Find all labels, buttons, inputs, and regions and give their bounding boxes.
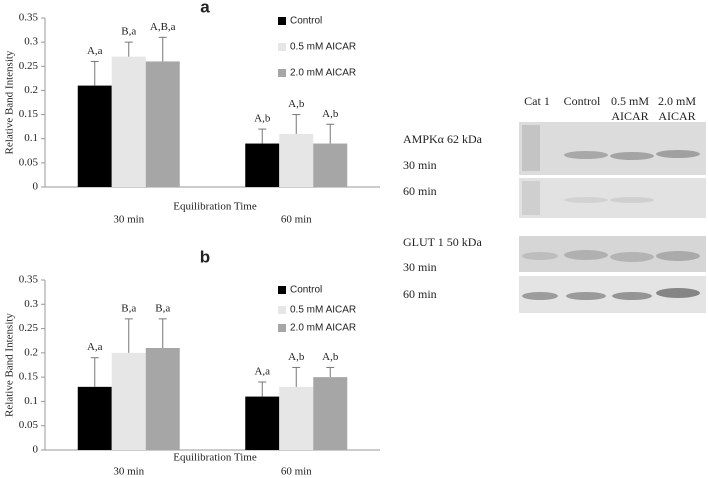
legend-swatch [278,306,286,314]
bar [313,377,348,450]
x-tick-label: 30 min [113,214,144,226]
legend-label: Control [290,16,322,27]
bar [77,386,112,450]
annotation: A,b [322,108,339,120]
lane-label: 0.5 mM [611,94,649,108]
legend-label: Control [290,285,322,296]
bar [313,143,348,187]
bar [145,348,180,450]
row-label: 30 min [403,158,437,172]
y-tick-label: 0.35 [19,12,39,24]
x-tick-label: 60 min [281,214,312,226]
band [656,251,700,261]
chart-title: a [200,0,210,16]
ladder [522,125,540,171]
bar [245,396,280,450]
y-tick-label: 0 [33,181,39,193]
bar [111,56,146,187]
row-label: AMPKα 62 kDa [403,132,483,146]
y-axis-label: Relative Band Intensity [4,313,16,417]
bar [279,133,314,187]
y-tick-label: 0.15 [19,371,39,383]
row-label: 30 min [403,260,437,274]
annotation: A,B,a [150,21,176,33]
annotation: A,a [254,366,270,378]
y-tick-label: 0.2 [24,84,38,96]
y-tick-label: 0.25 [19,60,39,72]
legend-label: 0.5 mM AICAR [290,305,356,316]
band [564,197,608,203]
y-tick-label: 0.1 [24,132,38,144]
lane-label: Cat 1 [524,94,550,108]
legend-label: 0.5 mM AICAR [290,42,356,53]
blot-panel [519,122,706,175]
bar [245,143,280,187]
bar [77,85,112,187]
x-axis-label: Equilibration Time [173,452,257,464]
band [610,252,654,262]
band [656,150,700,158]
annotation: A,b [254,113,271,125]
western-blot [519,122,706,313]
legend-swatch [278,324,286,332]
annotation: A,a [87,341,103,353]
band [612,292,652,300]
row-label: 60 min [403,287,437,301]
annotation: A,b [288,98,305,110]
blot-panel [519,178,706,218]
ladder [522,181,540,215]
band [522,292,558,300]
x-tick-label: 30 min [113,466,144,478]
legend-label: 2.0 mM AICAR [290,323,356,334]
legend-swatch [278,69,286,77]
x-axis-label: Equilibration Time [173,201,257,213]
band [522,252,558,260]
row-label: 60 min [403,184,437,198]
bar [279,386,314,450]
bar [145,61,180,188]
band [656,288,700,298]
x-tick-label: 60 min [281,466,312,478]
band [564,250,608,260]
y-tick-label: 0.1 [24,395,38,407]
y-tick-label: 0.05 [19,419,39,431]
band [566,292,606,300]
annotation: B,a [155,302,170,314]
y-tick-label: 0 [33,444,39,456]
band [610,152,654,160]
legend-swatch [278,17,286,25]
lane-label: AICAR [611,109,648,123]
legend-label: 2.0 mM AICAR [290,68,356,79]
y-tick-label: 0.15 [19,108,39,120]
y-tick-label: 0.05 [19,156,39,168]
y-tick-label: 0.2 [24,346,38,358]
legend-swatch [278,286,286,294]
annotation: A,a [87,45,103,57]
legend-swatch [278,43,286,51]
y-tick-label: 0.35 [19,274,39,286]
row-label: GLUT 1 50 kDa [403,235,482,249]
annotation: A,b [288,351,305,363]
band [610,197,654,203]
lane-label: 2.0 mM [658,94,696,108]
y-axis-label: Relative Band Intensity [4,50,16,154]
y-tick-label: 0.25 [19,322,39,334]
lane-label: Control [564,94,601,108]
band [564,151,608,159]
lane-label: AICAR [658,109,695,123]
y-tick-label: 0.3 [24,36,38,48]
annotation: B,a [121,26,136,38]
bar [111,352,146,450]
chart-title: b [200,247,210,266]
annotation: A,b [322,351,339,363]
y-tick-label: 0.3 [24,298,38,310]
annotation: B,a [121,302,136,314]
